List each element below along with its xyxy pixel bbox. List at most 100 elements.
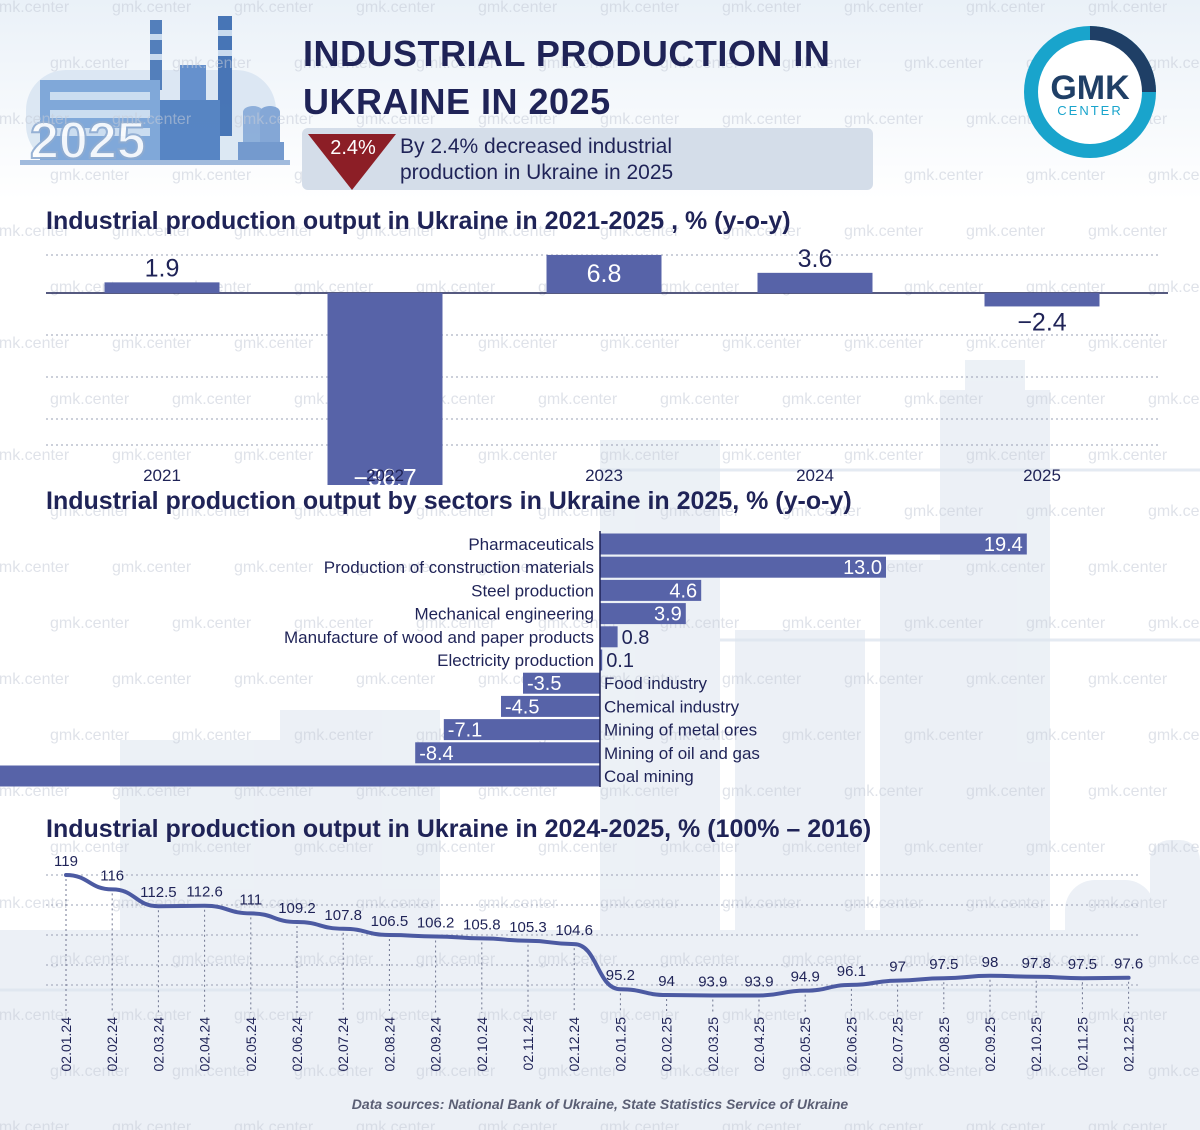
watermark-text: gmk.center (600, 0, 680, 16)
date-label: 02.08.24 (381, 1017, 397, 1072)
watermark-text: gmk.center (0, 111, 70, 128)
watermark-text: gmk.center (478, 111, 558, 128)
sector-bar (523, 672, 600, 694)
sector-value-label: -3.5 (527, 673, 561, 695)
date-label: 02.07.25 (890, 1017, 906, 1072)
sector-label: Manufacture of wood and paper products (284, 628, 594, 647)
watermark-text: gmk.center (50, 727, 130, 744)
watermark-text: gmk.center (356, 0, 436, 16)
point-value-label: 104.6 (555, 922, 593, 939)
watermark-text: gmk.center (1026, 951, 1106, 968)
category-label: 2022 (366, 466, 404, 485)
watermark-text: gmk.center (660, 55, 740, 72)
watermark-text: gmk.center (1088, 783, 1168, 800)
watermark-text: gmk.center (1088, 0, 1168, 16)
watermark-text: gmk.center (1148, 167, 1200, 184)
watermark-text: gmk.center (172, 1063, 252, 1080)
watermark-text: gmk.center (660, 839, 740, 856)
watermark-text: gmk.center (1088, 335, 1168, 352)
watermark-text: gmk.center (416, 279, 496, 296)
watermark-text: gmk.center (722, 1007, 802, 1024)
date-label: 02.02.24 (104, 1017, 120, 1072)
bar-2024 (757, 272, 873, 293)
watermark-text: gmk.center (844, 1119, 924, 1130)
watermark-text: gmk.center (904, 503, 984, 520)
point-value-label: 111 (239, 891, 262, 908)
sector-bar (600, 579, 702, 601)
point-value-label: 95.2 (606, 967, 635, 984)
date-label: 02.02.25 (659, 1017, 675, 1072)
watermark-text: gmk.center (600, 223, 680, 240)
watermark-text: gmk.center (1148, 839, 1200, 856)
watermark-text: gmk.center (294, 839, 374, 856)
date-label: 02.09.25 (982, 1017, 998, 1072)
watermark-text: gmk.center (660, 727, 740, 744)
watermark-text: gmk.center (538, 503, 618, 520)
sector-label: Production of construction materials (324, 558, 594, 577)
date-label: 02.04.25 (751, 1017, 767, 1072)
watermark-text: gmk.center (966, 559, 1046, 576)
sector-value-label: -7.1 (448, 720, 482, 742)
watermark-text: gmk.center (50, 55, 130, 72)
sector-value-label: 4.6 (669, 580, 697, 602)
watermark-text: gmk.center (722, 111, 802, 128)
watermark-text: gmk.center (1148, 279, 1200, 296)
watermark-text: gmk.center (50, 839, 130, 856)
watermark-text: gmk.center (600, 783, 680, 800)
watermark-text: gmk.center (172, 839, 252, 856)
chart2-title: Industrial production output by sectors … (46, 487, 852, 515)
watermark-text: gmk.center (416, 615, 496, 632)
date-label: 02.09.24 (428, 1017, 444, 1072)
watermark-text: gmk.center (1088, 671, 1168, 688)
watermark-text: gmk.center (0, 0, 70, 16)
date-label: 02.01.24 (58, 1017, 74, 1072)
watermark-text: gmk.center (1026, 503, 1106, 520)
sector-value-label: 19.4 (984, 534, 1023, 556)
watermark-text: gmk.center (600, 671, 680, 688)
point-value-label: 106.5 (371, 913, 409, 930)
sector-bar (600, 626, 618, 648)
watermark-text: gmk.center (0, 559, 70, 576)
point-value-label: 107.8 (324, 907, 362, 924)
sector-value-label: -4.5 (505, 696, 539, 718)
down-triangle-icon (308, 134, 396, 190)
watermark-text: gmk.center (478, 1007, 558, 1024)
watermark-text: gmk.center (966, 671, 1046, 688)
watermark-text: gmk.center (660, 391, 740, 408)
date-label: 02.07.24 (335, 1017, 351, 1072)
point-value-label: 97.6 (1114, 956, 1143, 973)
watermark-text: gmk.center (50, 615, 130, 632)
point-value-label: 94 (658, 973, 675, 990)
watermark-text: gmk.center (112, 0, 192, 16)
watermark-text: gmk.center (234, 335, 314, 352)
sector-value-label: 13.0 (843, 557, 882, 579)
watermark-text: gmk.center (234, 111, 314, 128)
watermark-text: gmk.center (600, 447, 680, 464)
date-label: 02.01.25 (612, 1017, 628, 1072)
watermark-text: gmk.center (0, 895, 70, 912)
page-title-line-2: UKRAINE IN 2025 (303, 81, 611, 122)
watermark-text: gmk.center (1148, 55, 1200, 72)
watermark-text: gmk.center (0, 335, 70, 352)
watermark-text: gmk.center (722, 671, 802, 688)
watermark-text: gmk.center (172, 951, 252, 968)
watermark-text: gmk.center (600, 895, 680, 912)
watermark-text: gmk.center (1026, 1063, 1106, 1080)
value-label: 1.9 (145, 254, 180, 282)
watermark-text: gmk.center (1026, 279, 1106, 296)
watermark-text: gmk.center (782, 391, 862, 408)
watermark-text: gmk.center (782, 55, 862, 72)
category-label: 2021 (143, 466, 181, 485)
watermark-text: gmk.center (966, 0, 1046, 16)
watermark-text: gmk.center (112, 559, 192, 576)
date-label: 02.06.25 (843, 1017, 859, 1072)
watermark-text: gmk.center (600, 1007, 680, 1024)
watermark-text: gmk.center (966, 335, 1046, 352)
watermark-text: gmk.center (782, 951, 862, 968)
point-value-label: 96.1 (837, 963, 866, 980)
watermark-text: gmk.center (234, 1007, 314, 1024)
watermark-text: gmk.center (722, 335, 802, 352)
summary-box (302, 128, 873, 190)
watermark-text: gmk.center (904, 167, 984, 184)
watermark-text: gmk.center (1148, 1063, 1200, 1080)
